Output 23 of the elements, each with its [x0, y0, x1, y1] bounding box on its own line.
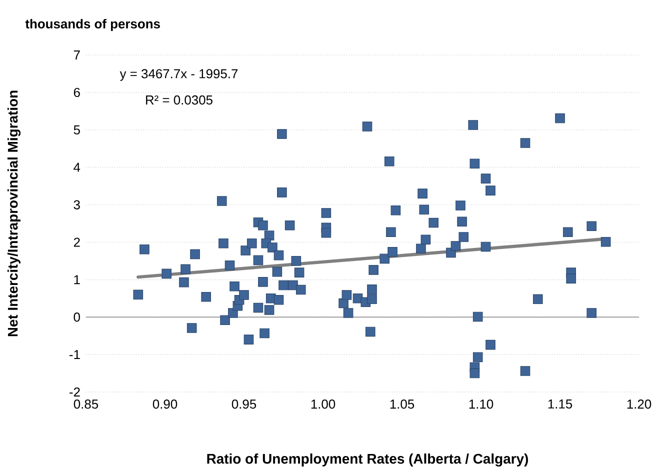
y-axis-title: Net Intercity/Intraprovincial Migration — [7, 90, 21, 336]
x-tick-label: 1.15 — [548, 400, 572, 409]
y-tick-label: 2 — [74, 238, 80, 247]
x-tick-label: 1.05 — [390, 400, 414, 409]
y-tick-label: 6 — [74, 88, 80, 98]
text: thousands of persons — [25, 18, 160, 32]
y-tick-label: 3 — [74, 200, 80, 210]
y-tick-label: -2 — [70, 387, 80, 397]
x-tick-label: 0.90 — [152, 400, 178, 409]
x-tick-label: 1.20 — [627, 400, 652, 409]
annotation: R² = 0.0305 — [146, 95, 212, 105]
y-tick-label: 4 — [74, 162, 80, 172]
y-tick-label: 5 — [74, 125, 80, 134]
annotation: y = 3467.7x - 1995.7 — [120, 69, 238, 81]
x-tick-label: 0.85 — [74, 400, 98, 409]
y-tick-label: 0 — [74, 312, 80, 322]
x-tick-label: 1.10 — [469, 400, 494, 409]
x-tick-label: 0.95 — [232, 400, 256, 409]
x-axis-title: Ratio of Unemployment Rates (Alberta / Calgary) — [207, 453, 528, 467]
y-tick-label: 7 — [74, 50, 80, 60]
y-tick-label: 1 — [74, 275, 80, 284]
x-tick-label: 1.00 — [311, 400, 336, 409]
y-tick-label: -1 — [70, 350, 80, 360]
